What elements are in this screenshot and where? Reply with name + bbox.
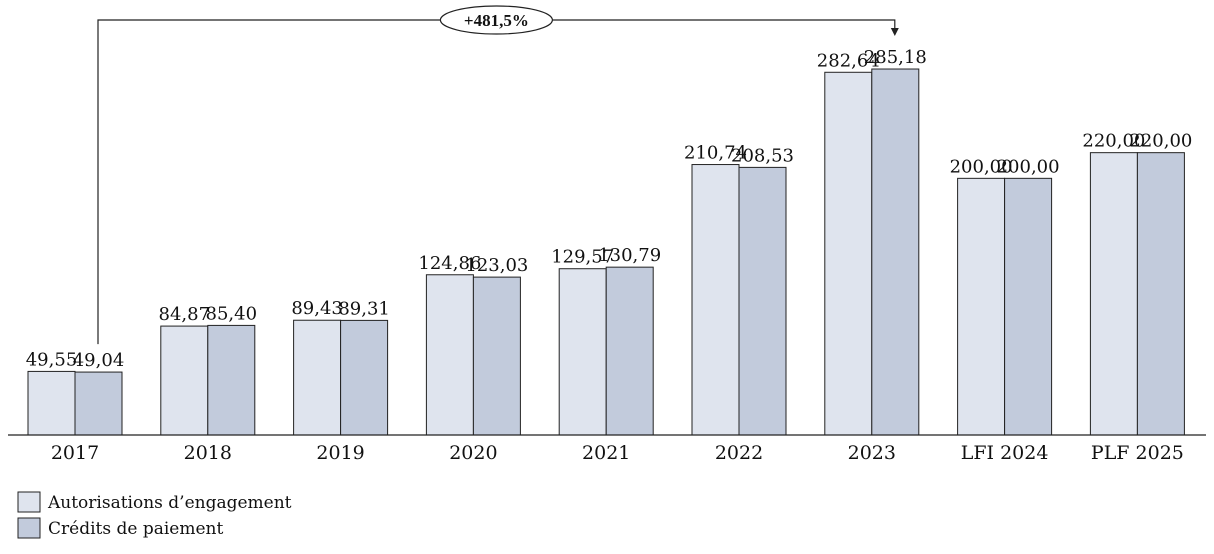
- data-label-ae-2019: 89,43: [291, 298, 343, 319]
- legend-swatch-ae: [17, 491, 41, 513]
- x-axis-ticks: 2017 2018 2019 2020 2021 2022 2023 LFI 2024 PLF …: [51, 442, 1184, 464]
- x-tick-label-2018: 2018: [184, 442, 232, 464]
- arrow-down-icon: [890, 28, 899, 37]
- bar-ae-lfi-2024: [957, 177, 1006, 436]
- bar-cp-2019: [340, 319, 389, 436]
- bar-cp-2023: [871, 68, 920, 436]
- bar-cp-2017: [74, 371, 123, 436]
- data-label-cp-2020: 123,03: [465, 255, 528, 276]
- bar-cp-2021: [605, 266, 654, 436]
- legend: Autorisations d’engagement Crédits de pai…: [17, 491, 292, 539]
- bar-cp-2020: [472, 276, 521, 436]
- bar-ae-2021: [558, 268, 607, 436]
- data-label-ae-2023: 282,64: [817, 50, 880, 71]
- data-label-ae-2018: 84,87: [159, 304, 211, 325]
- x-tick-label-2022: 2022: [715, 442, 763, 464]
- bar-cp-2022: [738, 166, 787, 436]
- annotation-ellipse: [439, 5, 553, 35]
- legend-label-ae: Autorisations d’engagement: [47, 493, 292, 513]
- data-label-cp-2021: 130,79: [598, 245, 661, 266]
- data-label-ae-lfi-2024: 200,00: [950, 156, 1013, 177]
- data-label-ae-plf-2025: 220,00: [1082, 131, 1145, 152]
- data-label-cp-2023: 285,18: [864, 47, 927, 68]
- bar-ae-2023: [824, 71, 873, 436]
- x-tick-label-2021: 2021: [582, 442, 630, 464]
- bar-ae-2017: [27, 370, 76, 436]
- data-label-ae-2020: 124,86: [418, 253, 481, 274]
- bar-ae-2018: [160, 325, 209, 436]
- bar-ae-2020: [425, 274, 474, 436]
- bar-cp-2018: [207, 324, 256, 436]
- data-label-ae-2021: 129,57: [551, 247, 614, 268]
- legend-label-cp: Crédits de paiement: [48, 519, 223, 539]
- x-tick-label-2020: 2020: [449, 442, 497, 464]
- data-label-cp-2018: 85,40: [206, 303, 258, 324]
- data-label-cp-2019: 89,31: [338, 298, 390, 319]
- data-label-ae-2022: 210,74: [684, 143, 747, 164]
- x-tick-label-plf-2025: PLF 2025: [1091, 442, 1184, 464]
- data-label-cp-2017: 49,04: [73, 350, 125, 371]
- growth-annotation: +481,5%: [97, 5, 899, 345]
- legend-swatch-cp: [17, 517, 41, 539]
- bar-ae-2019: [293, 319, 342, 436]
- data-label-ae-2017: 49,55: [26, 349, 78, 370]
- x-tick-label-2017: 2017: [51, 442, 99, 464]
- x-tick-label-2019: 2019: [316, 442, 364, 464]
- data-label-cp-plf-2025: 220,00: [1129, 131, 1192, 152]
- annotation-label: +481,5%: [464, 11, 529, 30]
- data-label-cp-lfi-2024: 200,00: [997, 156, 1060, 177]
- x-tick-label-2023: 2023: [848, 442, 896, 464]
- bar-ae-2022: [691, 164, 740, 436]
- x-tick-label-lfi-2024: LFI 2024: [961, 442, 1049, 464]
- data-label-cp-2022: 208,53: [731, 145, 794, 166]
- bar-cp-plf-2025: [1136, 152, 1185, 436]
- bar-ae-plf-2025: [1089, 152, 1138, 436]
- bar-cp-lfi-2024: [1004, 177, 1053, 436]
